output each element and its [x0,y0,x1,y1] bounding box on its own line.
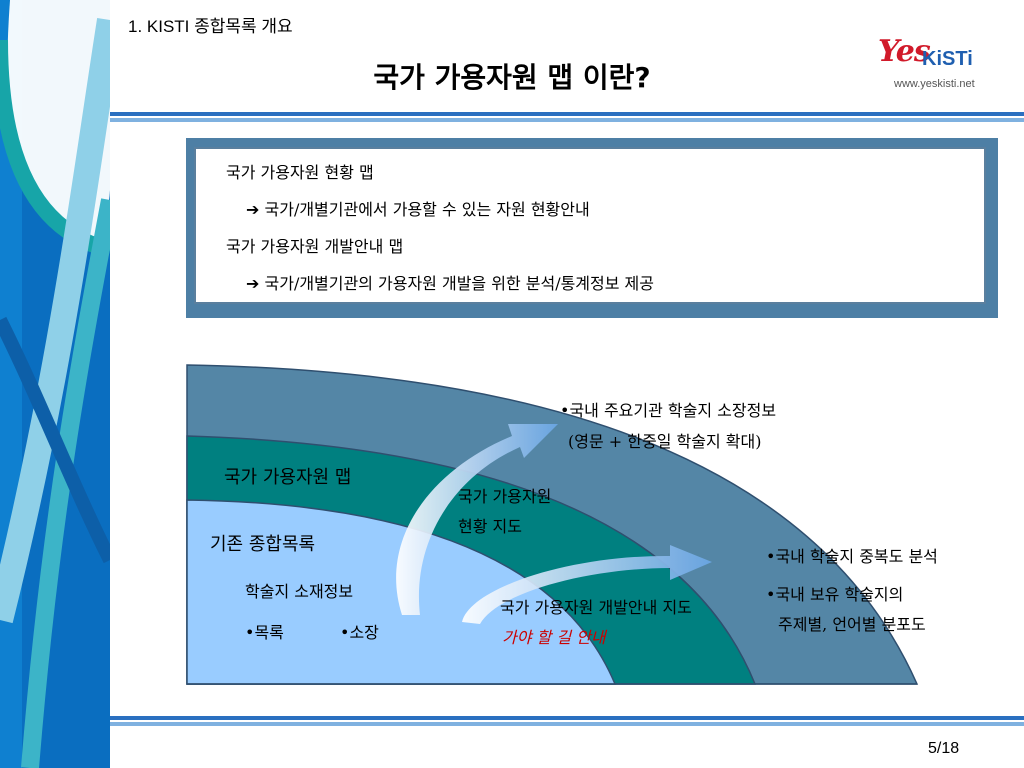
note-1-line-1: •국내 주요기관 학술지 소장정보 [560,401,777,420]
left-decor-band [0,0,110,768]
inner-label: 기존 종합목록 [210,534,316,555]
page-number: 5/18 [928,740,960,757]
logo-kisti: KiSTi [922,48,973,70]
arrow-right-icon: ➔ [246,200,260,219]
note-2-line-3: 주제별, 언어별 분포도 [778,615,926,634]
note-1-line-2: (영문 + 한중일 학술지 확대) [568,432,762,451]
note-2-line-1: •국내 학술지 중복도 분석 [766,547,938,566]
info-line-2-row: ➔ 국가/개별기관에서 가용할 수 있는 자원 현황안내 [246,196,590,220]
inner-item-holdings: •소장 [340,623,379,642]
note-2-line-2: •국내 보유 학술지의 [766,585,904,604]
info-line-4: 국가/개별기관의 가용자원 개발을 위한 분석/통계정보 제공 [264,274,655,293]
info-line-2: 국가/개별기관에서 가용할 수 있는 자원 현황안내 [264,200,590,219]
info-line-4-row: ➔ 국가/개별기관의 가용자원 개발을 위한 분석/통계정보 제공 [246,270,654,294]
section-heading: 1. KISTI 종합목록 개요 [128,17,293,36]
right-arrow [462,545,712,624]
logo-yes: Yes [878,34,931,69]
page-title: 국가 가용자원 맵 이란? [373,61,651,94]
mid-label-1: 국가 가용자원 [458,487,552,506]
up-arrow [396,424,558,615]
info-line-1: 국가 가용자원 현황 맵 [226,163,374,182]
outer-label: 국가 가용자원 맵 [224,467,352,488]
info-box: 국가 가용자원 현황 맵 ➔ 국가/개별기관에서 가용할 수 있는 자원 현황안… [186,138,998,318]
info-box-content: 국가 가용자원 현황 맵 ➔ 국가/개별기관에서 가용할 수 있는 자원 현황안… [194,147,986,304]
footer-divider [110,716,1024,726]
yeskisti-logo: Yes KiSTi www.yeskisti.net [878,34,990,96]
dev-label: 국가 가용자원 개발안내 지도 [500,598,692,617]
dev-sub-label: 가야 할 길 안내 [502,628,606,647]
mid-label-2: 현황 지도 [458,517,522,536]
inner-sub-label: 학술지 소재정보 [245,582,354,601]
arrow-right-icon: ➔ [246,274,260,293]
logo-url: www.yeskisti.net [894,78,975,90]
info-line-3: 국가 가용자원 개발안내 맵 [226,237,404,256]
inner-item-list: •목록 [245,623,284,642]
header-divider [110,112,1024,122]
